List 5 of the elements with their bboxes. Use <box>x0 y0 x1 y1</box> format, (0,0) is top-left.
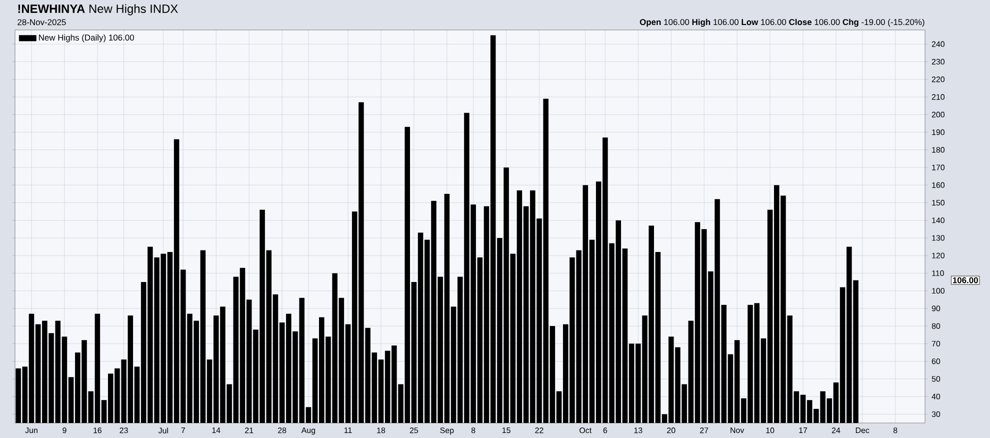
text: 106.00 <box>952 277 978 284</box>
chart-title: !NEWHINYA New Highs INDX <box>18 4 178 16</box>
legend-label: New Highs (Daily) 106.00 <box>39 34 134 42</box>
text: Open 106.00 High 106.00 Low 106.00 Close 106.00 Chg -19.00 (-15.20%) <box>640 18 924 27</box>
chart-subtitle: 28-Nov-2025 <box>18 19 66 26</box>
